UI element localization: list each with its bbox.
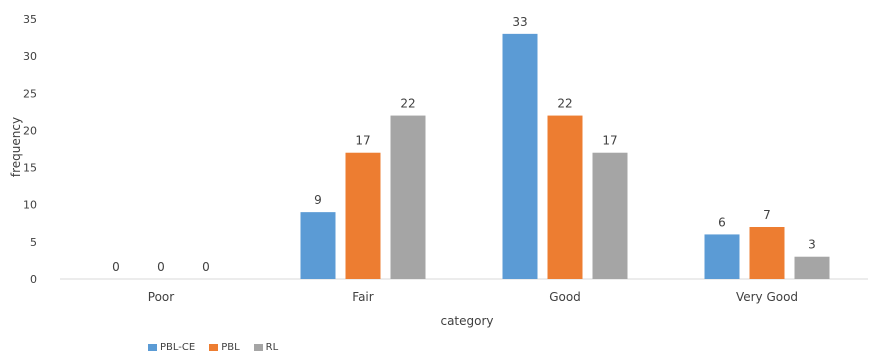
bar-rl-good (592, 152, 628, 279)
legend-label: RL (265, 342, 279, 353)
y-tick-label: 35 (23, 13, 37, 26)
data-label: 0 (157, 260, 165, 274)
y-tick-label: 20 (23, 124, 37, 137)
legend-item-pbl-ce: PBL-CE (148, 342, 195, 353)
y-axis-ticks: 0 5 10 15 20 25 30 35 (23, 13, 37, 286)
y-tick-label: 25 (23, 87, 37, 100)
x-category-label: Poor (148, 290, 174, 304)
legend: PBL-CE PBL RL (148, 342, 278, 353)
y-axis-title: frequency (9, 117, 23, 177)
bar-pbl-very-good (749, 227, 785, 279)
legend-item-pbl: PBL (209, 342, 240, 353)
data-label: 17 (602, 134, 617, 148)
y-tick-label: 30 (23, 50, 37, 63)
legend-label: PBL-CE (160, 342, 196, 353)
x-axis-categories: Poor Fair Good Very Good (148, 290, 798, 304)
data-label: 0 (112, 260, 120, 274)
data-label: 9 (314, 193, 322, 207)
bar-chart: 0 5 10 15 20 25 30 35 0 0 0 9 17 22 33 22 17 6 7 3 Poor Fai… (9, 13, 868, 328)
legend-label: PBL (221, 342, 240, 353)
bar-rl-very-good (794, 256, 830, 279)
y-tick-label: 10 (23, 199, 37, 212)
bar-pbl-ce-good (502, 33, 538, 279)
data-label: 17 (355, 134, 370, 148)
x-category-label: Very Good (736, 290, 798, 304)
legend-swatch (209, 344, 219, 351)
x-category-label: Fair (352, 290, 373, 304)
y-tick-label: 0 (30, 273, 37, 286)
legend-item-rl: RL (253, 342, 279, 353)
data-label: 33 (512, 15, 527, 29)
bar-pbl-good (547, 115, 583, 279)
data-label: 6 (718, 215, 726, 229)
data-label: 0 (202, 260, 210, 274)
bars (300, 33, 830, 279)
bar-rl-fair (390, 115, 426, 279)
data-labels: 0 0 0 9 17 22 33 22 17 6 7 3 (112, 15, 816, 274)
y-tick-label: 5 (30, 236, 37, 249)
legend-swatch (253, 344, 263, 351)
bar-pbl-ce-very-good (704, 234, 740, 279)
legend-swatch (148, 344, 157, 351)
bar-pbl-fair (345, 152, 381, 279)
bar-pbl-ce-fair (300, 212, 336, 279)
data-label: 22 (400, 97, 415, 111)
y-tick-label: 15 (23, 162, 37, 175)
x-axis-title: category (440, 314, 493, 328)
x-category-label: Good (549, 290, 581, 304)
data-label: 7 (763, 208, 771, 222)
data-label: 22 (557, 97, 572, 111)
data-label: 3 (808, 238, 816, 252)
